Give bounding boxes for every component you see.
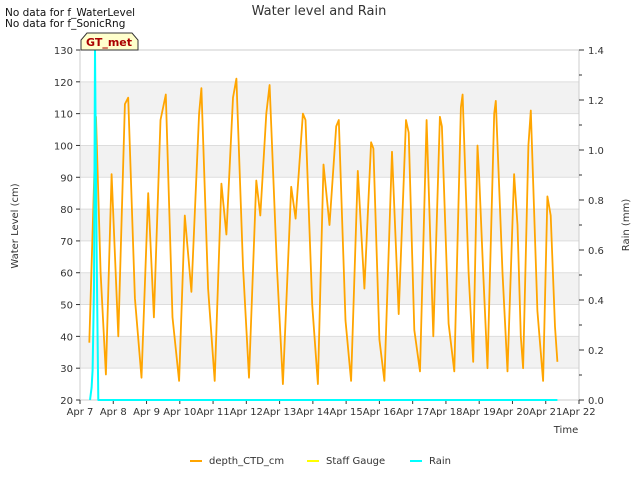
- x-tick-label-2: Apr 9: [133, 407, 160, 418]
- right-tick-label-0.6: 0.6: [588, 246, 604, 257]
- x-tick-label-6: Apr 13: [263, 407, 296, 418]
- left-tick-label-70: 70: [60, 237, 73, 248]
- no-data-note-2: No data for f_SonicRng: [5, 18, 126, 30]
- left-tick-label-60: 60: [60, 269, 73, 280]
- gt-met-badge-shape: [80, 32, 139, 51]
- series-line-depth-ctd-cm: [88, 77, 559, 386]
- left-y-axis-label: Water Level (cm): [10, 183, 21, 268]
- legend-label-staff-gauge: Staff Gauge: [326, 456, 385, 467]
- left-tick-label-120: 120: [54, 78, 73, 89]
- no-data-note-1: No data for f_WaterLevel: [5, 7, 136, 19]
- right-tick-label-0.4: 0.4: [588, 296, 604, 307]
- gt-met-badge: GT_met: [80, 32, 139, 51]
- x-tick-label-7: Apr 14: [296, 407, 329, 418]
- series-layer: [88, 49, 559, 401]
- left-tick-label-130: 130: [54, 46, 73, 57]
- x-tick-label-9: Apr 16: [363, 407, 396, 418]
- left-tick-label-20: 20: [60, 396, 73, 407]
- x-tick-label-5: Apr 12: [230, 407, 263, 418]
- x-tick-label-15: Apr 22: [562, 407, 595, 418]
- plot-background-bands: [80, 81, 579, 369]
- left-tick-label-110: 110: [54, 110, 73, 121]
- gt-met-badge-label: GT_met: [86, 36, 132, 49]
- right-y-axis-label: Rain (mm): [621, 199, 632, 252]
- right-y-axis: 0.0 0.2 0.4 0.6 0.8 1.0 1.2 1.4: [579, 46, 604, 407]
- right-tick-label-1.0: 1.0: [588, 146, 604, 157]
- x-tick-label-4: Apr 11: [196, 407, 229, 418]
- right-tick-label-1.4: 1.4: [588, 46, 604, 57]
- legend-label-rain: Rain: [429, 456, 451, 467]
- right-tick-label-0.2: 0.2: [588, 346, 604, 357]
- series-line-rain: [89, 49, 558, 401]
- band-90: [80, 145, 579, 178]
- x-tick-label-0: Apr 7: [67, 407, 94, 418]
- x-tick-label-3: Apr 10: [163, 407, 196, 418]
- band-30: [80, 336, 579, 369]
- x-tick-label-1: Apr 8: [100, 407, 127, 418]
- x-tick-label-8: Apr 15: [330, 407, 363, 418]
- left-tick-label-30: 30: [60, 364, 73, 375]
- x-tick-label-12: Apr 19: [463, 407, 496, 418]
- right-tick-label-0.8: 0.8: [588, 196, 604, 207]
- x-tick-label-10: Apr 17: [396, 407, 429, 418]
- left-y-axis: 20 30 40 50 60 70 80 90 100 110 120 130: [54, 46, 80, 407]
- legend-label-depth-ctd-cm: depth_CTD_cm: [209, 456, 284, 467]
- x-tick-label-13: Apr 20: [496, 407, 529, 418]
- right-tick-label-1.2: 1.2: [588, 96, 604, 107]
- left-tick-label-80: 80: [60, 205, 73, 216]
- left-tick-label-50: 50: [60, 301, 73, 312]
- left-tick-label-100: 100: [54, 141, 73, 152]
- legend: depth_CTD_cm Staff Gauge Rain: [190, 456, 451, 467]
- left-tick-label-90: 90: [60, 173, 73, 184]
- x-axis: Apr 7 Apr 8 Apr 9 Apr 10 Apr 11 Apr 12 Apr 13 A…: [67, 400, 596, 418]
- chart-title: Water level and Rain: [252, 4, 387, 19]
- x-axis-label: Time: [553, 425, 578, 436]
- left-tick-label-40: 40: [60, 332, 73, 343]
- right-tick-label-0.0: 0.0: [588, 396, 604, 407]
- x-tick-label-11: Apr 18: [429, 407, 462, 418]
- x-tick-label-14: Apr 21: [529, 407, 562, 418]
- band-50: [80, 272, 579, 305]
- band-110: [80, 81, 579, 114]
